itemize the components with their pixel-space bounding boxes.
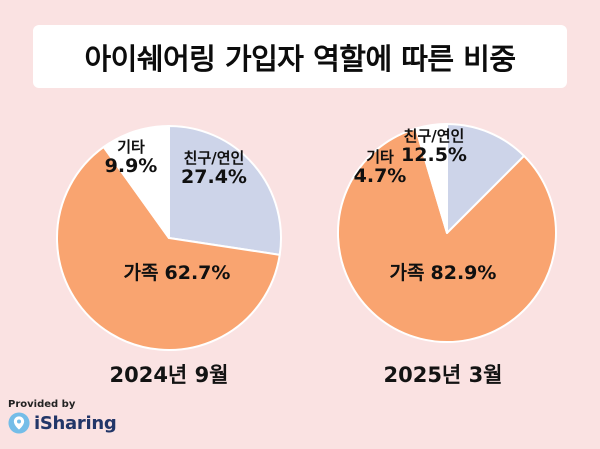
label-family-2025: 가족 82.9%	[363, 258, 523, 285]
page-title: 아이쉐어링 가입자 역할에 따른 비중	[84, 41, 516, 76]
slice-pct: 82.9%	[430, 262, 497, 284]
slice-name: 친구/연인	[403, 127, 465, 145]
pie-chart-2024-09	[56, 125, 282, 351]
label-family-2024: 가족 62.7%	[97, 258, 257, 285]
slice-pct: 4.7%	[353, 164, 407, 187]
label-other-2025: 기타 4.7%	[350, 149, 410, 187]
month-label-2025: 2025년 3월	[383, 363, 503, 387]
label-friend-2024: 친구/연인 27.4%	[168, 150, 260, 188]
provided-by-label: Provided by	[8, 399, 76, 410]
label-friend-2025: 친구/연인 12.5%	[393, 128, 475, 166]
slice-name: 가족	[123, 262, 159, 284]
pie-chart-2025-03	[337, 123, 557, 343]
pie-slice-기타	[102, 125, 170, 239]
slice-pct: 9.9%	[104, 154, 158, 177]
slice-name: 친구/연인	[183, 149, 245, 167]
pie-slice-친구/연인	[446, 123, 526, 234]
label-other-2024: 기타 9.9%	[96, 139, 166, 177]
slice-pct: 62.7%	[164, 262, 231, 284]
slice-name: 가족	[389, 262, 425, 284]
brand-name: iSharing	[34, 412, 117, 434]
slice-name: 기타	[117, 138, 145, 156]
isharing-pin-icon	[8, 412, 30, 434]
pie-slice-가족	[56, 145, 281, 351]
pie-slice-기타	[414, 123, 448, 234]
title-card: 아이쉐어링 가입자 역할에 따른 비중	[33, 25, 567, 88]
slice-name: 기타	[366, 148, 394, 166]
slice-pct: 27.4%	[181, 165, 247, 188]
pie-slice-친구/연인	[168, 125, 282, 256]
slice-pct: 12.5%	[401, 143, 467, 166]
pie-slice-가족	[337, 127, 557, 343]
footer: Provided by iSharing	[8, 399, 117, 434]
isharing-logo: iSharing	[8, 412, 117, 434]
month-label-2024: 2024년 9월	[109, 363, 229, 387]
